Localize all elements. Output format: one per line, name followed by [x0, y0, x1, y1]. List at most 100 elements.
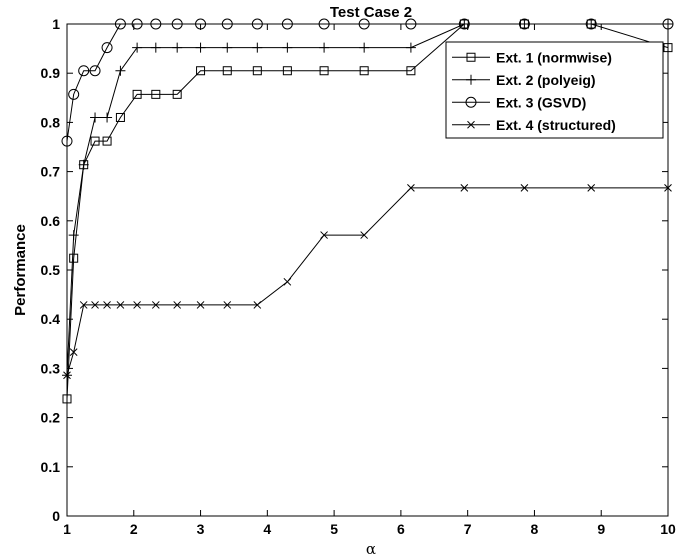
data-point-series-2: [319, 42, 330, 53]
data-point-series-3: [171, 18, 183, 30]
data-point-series-1: [663, 43, 673, 53]
data-point-series-4: [283, 277, 292, 286]
data-point-series-1: [115, 112, 125, 122]
data-point-series-4: [520, 183, 529, 192]
y-tick-label: 1: [52, 16, 60, 32]
data-point-series-3: [458, 18, 470, 30]
data-point-series-1: [102, 136, 112, 146]
data-point-series-3: [251, 18, 263, 30]
data-point-series-4: [460, 183, 469, 192]
data-point-series-2: [78, 159, 89, 170]
y-tick-label: 0: [52, 508, 60, 524]
data-point-series-4: [223, 301, 232, 309]
data-point-series-4: [116, 301, 125, 309]
data-point-series-3: [662, 18, 674, 30]
data-point-series-1: [69, 253, 79, 263]
data-point-series-3: [358, 18, 370, 30]
data-point-series-4: [587, 183, 596, 192]
data-point-series-2: [90, 112, 101, 123]
data-point-series-2: [132, 42, 143, 53]
y-tick-label: 0.3: [41, 360, 61, 376]
data-point-series-2: [172, 42, 183, 53]
x-tick-label: 7: [464, 521, 472, 537]
data-point-series-4: [664, 183, 672, 192]
y-tick-label: 0.5: [41, 262, 61, 278]
data-point-series-3: [585, 18, 597, 30]
data-point-series-1: [172, 89, 182, 99]
data-point-series-4: [63, 371, 71, 380]
x-tick-label: 2: [130, 521, 138, 537]
legend-marker: [466, 52, 476, 62]
series-line-4: [66, 187, 668, 376]
data-point-series-1: [132, 89, 142, 99]
x-tick-label: 10: [660, 521, 676, 537]
x-tick-label: 5: [330, 521, 338, 537]
data-point-series-1: [222, 66, 232, 76]
legend-box: [445, 41, 664, 139]
data-point-series-4: [320, 231, 328, 239]
y-tick-label: 0.9: [41, 65, 61, 81]
data-point-series-2: [282, 42, 293, 53]
y-tick-label: 0.1: [41, 459, 61, 475]
data-point-series-1: [252, 66, 262, 76]
data-point-series-2: [359, 42, 370, 53]
data-point-series-3: [101, 42, 113, 54]
data-point-series-1: [151, 89, 161, 99]
data-point-series-2: [150, 42, 161, 53]
data-point-series-4: [407, 183, 415, 192]
legend-label: Ext. 4 (structured): [496, 117, 616, 133]
x-tick-label: 9: [597, 521, 605, 537]
data-point-series-4: [360, 231, 369, 239]
x-tick-label: 8: [531, 521, 539, 537]
data-point-series-2: [222, 42, 233, 53]
legend-marker: [466, 74, 476, 85]
data-point-series-3: [114, 18, 126, 30]
data-point-series-3: [131, 18, 143, 30]
legend-label: Ext. 1 (normwise): [496, 49, 612, 65]
x-axis-label: α: [366, 540, 376, 557]
data-point-series-2: [115, 65, 126, 76]
data-point-series-3: [281, 18, 293, 30]
legend-marker: [465, 96, 477, 108]
data-point-series-4: [79, 301, 88, 309]
data-point-series-4: [151, 301, 160, 309]
data-point-series-4: [253, 301, 262, 309]
legend-label: Ext. 2 (polyeig): [496, 72, 596, 88]
y-axis-label: Performance: [12, 224, 29, 316]
data-point-series-2: [195, 42, 206, 53]
legend: Ext. 1 (normwise) Ext. 2 (polyeig) Ext. 3 …: [445, 41, 664, 139]
data-point-series-4: [133, 301, 141, 309]
x-tick-label: 6: [397, 521, 405, 537]
data-point-series-3: [61, 135, 73, 147]
data-point-series-3: [68, 88, 80, 100]
data-point-series-2: [102, 112, 113, 123]
data-point-series-3: [221, 18, 233, 30]
data-point-series-1: [62, 394, 72, 404]
x-tick-label: 3: [197, 521, 205, 537]
data-point-series-4: [173, 301, 182, 309]
x-tick-label: 4: [263, 521, 271, 537]
data-point-series-3: [150, 18, 162, 30]
data-point-series-2: [68, 230, 79, 241]
data-point-series-3: [518, 18, 530, 30]
data-point-series-3: [78, 65, 90, 77]
x-tick-label: 1: [63, 521, 71, 537]
y-tick-label: 0.2: [41, 410, 61, 426]
data-point-series-1: [319, 66, 329, 76]
data-point-series-1: [406, 66, 416, 76]
data-point-series-4: [103, 301, 111, 309]
y-tick-label: 0.8: [41, 114, 61, 130]
chart-title: Test Case 2: [330, 4, 412, 21]
data-point-series-4: [196, 301, 205, 309]
y-tick-label: 0.4: [41, 311, 61, 327]
data-point-series-2: [405, 42, 416, 53]
y-tick-label: 0.6: [41, 213, 61, 229]
data-point-series-4: [91, 301, 99, 309]
legend-marker: [467, 120, 475, 129]
series-line-1: [66, 23, 669, 399]
data-point-series-3: [89, 65, 101, 77]
data-point-series-3: [318, 18, 330, 30]
data-point-series-1: [359, 66, 369, 76]
data-point-series-1: [282, 66, 292, 76]
